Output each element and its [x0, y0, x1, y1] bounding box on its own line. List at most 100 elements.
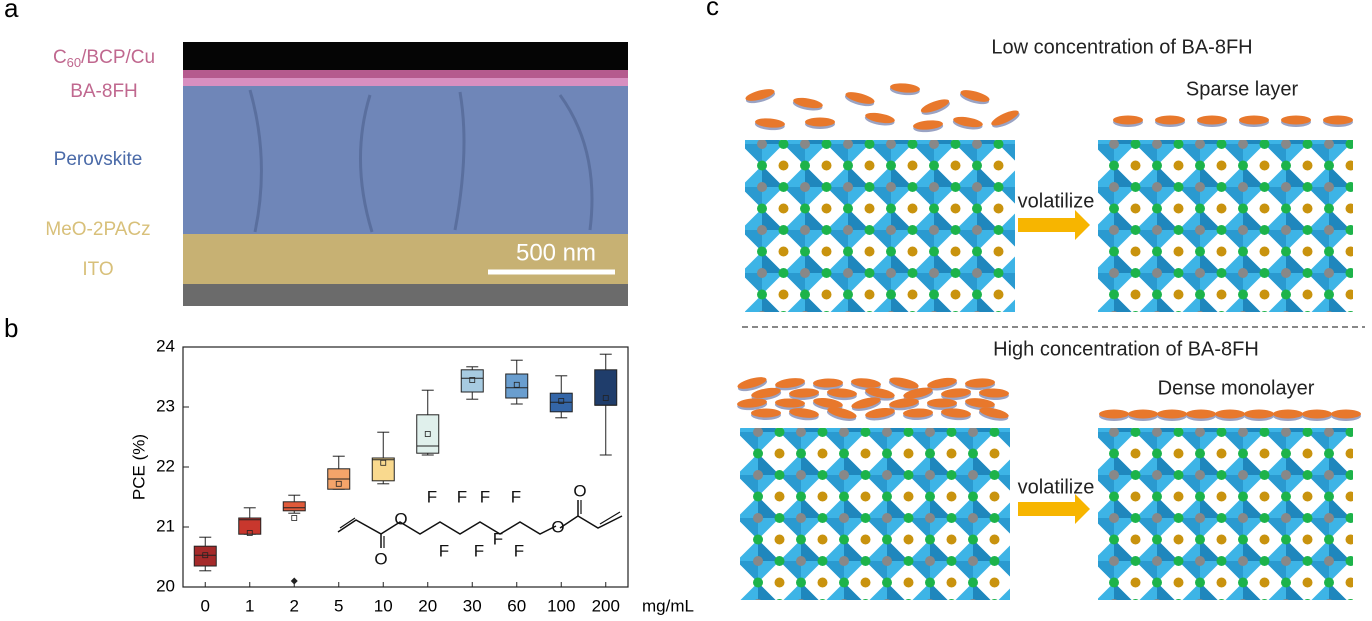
atom [925, 534, 935, 545]
octahedron-face [823, 604, 845, 621]
panel-c-title: High concentration of BA-8FH [993, 338, 1259, 360]
octahedron-face [1200, 251, 1222, 273]
octahedron-face [1286, 428, 1308, 432]
atom [1259, 268, 1270, 278]
octahedron-face [1264, 187, 1286, 209]
octahedron-face [1329, 496, 1351, 518]
atom [774, 448, 785, 459]
atom [1173, 289, 1184, 300]
atom [929, 225, 939, 235]
octahedron-face [779, 561, 801, 583]
octahedron-face [887, 453, 909, 475]
atom [1259, 491, 1270, 502]
atom [886, 182, 896, 192]
atom [817, 470, 828, 480]
x-tick-label: 60 [507, 596, 526, 615]
octahedron-face [1307, 187, 1329, 209]
octahedron-face [930, 428, 952, 432]
atom [1345, 556, 1353, 566]
octahedron-face [869, 187, 891, 209]
atom-label: F [474, 541, 484, 560]
atom [946, 491, 957, 502]
atom [1033, 578, 1043, 588]
atom [1011, 449, 1021, 459]
atom [757, 182, 767, 192]
atom-label: F [511, 487, 521, 506]
atom [1302, 491, 1313, 502]
octahedron-face [973, 453, 995, 475]
atom [1195, 182, 1205, 192]
atom [1367, 290, 1372, 300]
octahedron-face [908, 561, 930, 583]
atom [1111, 599, 1117, 600]
atom [1345, 513, 1353, 523]
molecule-body [1215, 409, 1245, 419]
atom [753, 470, 763, 480]
molecule-body [941, 388, 971, 398]
molecule-skeleton [337, 500, 623, 548]
atom [1367, 492, 1372, 502]
atom [779, 333, 789, 343]
octahedron-face [1307, 144, 1329, 166]
mean [513, 381, 520, 388]
octahedron [1350, 184, 1353, 190]
atom [946, 534, 957, 545]
octahedron-face [1114, 294, 1132, 312]
atom [1259, 140, 1270, 149]
atom [929, 182, 939, 192]
atom [1109, 577, 1119, 588]
atom [1324, 225, 1334, 235]
atom [907, 203, 918, 214]
atom [950, 225, 961, 235]
octahedron-face [1114, 428, 1136, 432]
atom [800, 160, 810, 171]
atom [821, 289, 832, 300]
octahedron-face [1114, 539, 1136, 561]
atom [778, 268, 789, 278]
atom [1109, 246, 1119, 257]
octahedron-face [951, 475, 973, 497]
atom [1238, 577, 1248, 588]
atom [1033, 556, 1043, 566]
atom [1109, 448, 1119, 459]
atom [780, 311, 787, 312]
atom [950, 140, 961, 149]
octahedron-face [801, 453, 823, 475]
atom [886, 246, 896, 257]
atom [860, 470, 871, 480]
atom [839, 470, 849, 480]
octahedron-face [869, 144, 891, 166]
atom [1367, 513, 1372, 523]
x-tick-label: 1 [245, 596, 254, 615]
atom [886, 225, 896, 235]
octahedron-face [1098, 144, 1114, 166]
lattice [1098, 428, 1372, 621]
atom [1033, 449, 1043, 459]
atom [1195, 203, 1205, 214]
atom [968, 556, 978, 566]
atom [1326, 599, 1332, 600]
atom-label: F [514, 541, 524, 560]
octahedron-face [1016, 411, 1038, 433]
atom [946, 470, 957, 480]
atom [1216, 203, 1227, 214]
molecule-body [865, 387, 895, 399]
octahedron [1351, 583, 1372, 621]
octahedron-face [1157, 582, 1175, 600]
octahedron-face [1243, 428, 1265, 432]
atom [1238, 268, 1248, 278]
atom [903, 448, 914, 459]
atom [1130, 556, 1141, 566]
atom [1302, 203, 1313, 214]
octahedron-face [1200, 140, 1222, 144]
molecule-icon [774, 398, 805, 411]
molecule-icon [745, 89, 776, 104]
atom [1324, 246, 1334, 257]
atom [1324, 491, 1334, 502]
molecule-body [1302, 409, 1332, 419]
atom [950, 203, 961, 214]
arrow [1018, 494, 1090, 524]
octahedron-face [995, 604, 1017, 621]
atom [1195, 246, 1205, 257]
